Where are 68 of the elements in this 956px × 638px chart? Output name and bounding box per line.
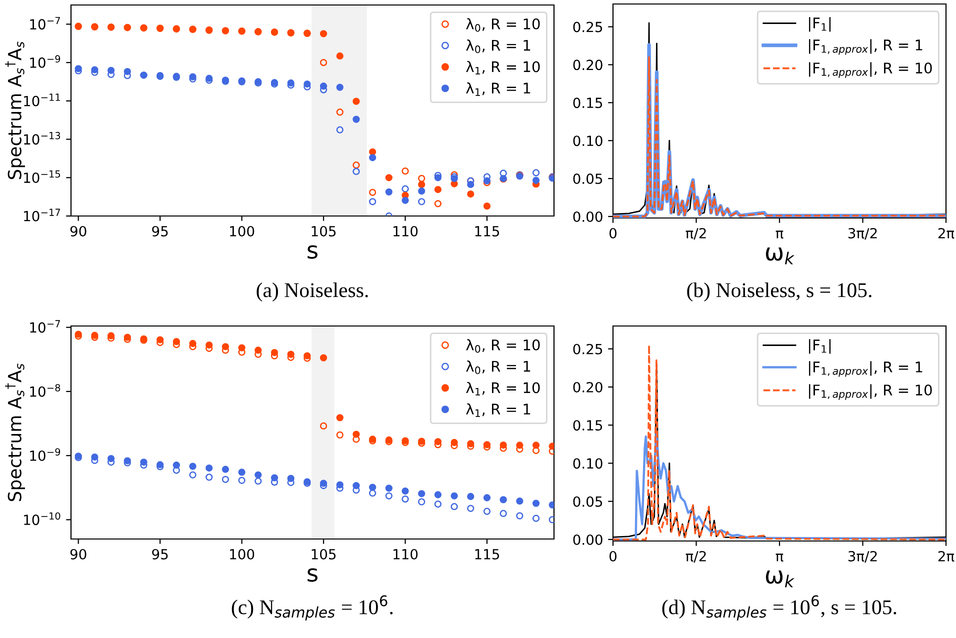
x-tick-label: π/2 (686, 550, 706, 563)
legend-label: λ$_{1}$, R = 10 (466, 382, 540, 396)
x-tick-label: 2π (938, 228, 954, 239)
legend-label: |F$_{1,approx}$|, R = 1 (809, 361, 922, 377)
y-axis-title: Spectrum A$_{s}$$^{†}$A$_{s}$ (5, 42, 25, 180)
x-tick-label: 90 (70, 548, 86, 560)
x-tick-label: π/2 (686, 228, 706, 240)
legend-label: λ$_{0}$, R = 10 (466, 339, 540, 353)
text: (c) N$_{samples}$ = 10$^{6}$. (232, 595, 393, 621)
x-tick-label: π (776, 554, 784, 562)
x-tick-label: 95 (152, 226, 168, 236)
text: (b) Noiseless, s = 105. (687, 282, 872, 302)
x-tick-label: 3π/2 (848, 550, 877, 563)
y-tick-label: 10$^{−9}$ (30, 448, 60, 461)
x-tick-label: π (776, 230, 784, 239)
legend-label: λ$_{0}$, R = 10 (466, 18, 540, 32)
x-tick-label: 115 (475, 226, 500, 236)
x-tick-label: 110 (394, 226, 418, 236)
y-tick-label: 0.05 (573, 496, 602, 507)
y-tick-label: 10$^{−13}$ (24, 132, 60, 145)
y-tick-label: 10$^{−15}$ (24, 170, 60, 184)
y-tick-label: 0.15 (573, 98, 602, 108)
y-tick-label: 10$^{−11}$ (24, 94, 60, 106)
y-tick-label: 10$^{−7}$ (30, 16, 60, 30)
legend-label: |F$_{1,approx}$|, R = 10 (809, 384, 932, 400)
legend-label: λ$_{0}$, R = 1 (466, 40, 530, 54)
legend-label: |F$_{1,approx}$|, R = 1 (809, 39, 922, 55)
y-tick-label: 0.15 (573, 420, 602, 431)
y-tick-label: 0.20 (573, 60, 602, 70)
legend-label: |F$_{1,approx}$|, R = 10 (809, 62, 932, 78)
legend-label: |F$_{1}$| (809, 339, 831, 354)
y-tick-label: 0.25 (573, 22, 602, 32)
y-tick-label: 0.00 (573, 534, 602, 545)
legend-label: |F$_{1}$| (809, 17, 831, 32)
legend-label: λ$_{1}$, R = 1 (466, 403, 530, 417)
y-tick-label: 0.05 (573, 174, 602, 184)
text: (a) Noiseless. (256, 282, 368, 302)
y-tick-label: 0.10 (573, 458, 602, 469)
y-tick-label: 10$^{−10}$ (24, 512, 60, 526)
text: (d) N$_{samples}$ = 10$^{6}$, s = 105. (662, 595, 896, 621)
x-axis-title: s (308, 245, 318, 259)
legend-label: λ$_{1}$, R = 1 (466, 82, 530, 96)
legend-label: λ$_{1}$, R = 10 (466, 60, 540, 74)
x-tick-label: 105 (312, 226, 336, 236)
y-tick-label: 10$^{−7}$ (30, 320, 60, 333)
x-tick-label: 115 (475, 549, 500, 560)
x-axis-title: s (308, 568, 318, 582)
x-axis-title: ω$_{k}$ (766, 570, 794, 588)
x-tick-label: 100 (230, 226, 254, 236)
y-tick-label: 10$^{−17}$ (24, 208, 60, 222)
y-tick-label: 0.10 (573, 136, 602, 146)
x-tick-label: 100 (230, 548, 254, 560)
x-tick-label: 2π (938, 550, 954, 562)
y-tick-label: 0.00 (573, 211, 602, 222)
legend-label: λ$_{0}$, R = 1 (466, 360, 530, 374)
x-tick-label: 90 (70, 226, 86, 236)
x-tick-label: 110 (394, 548, 418, 560)
y-tick-label: 0.25 (573, 344, 602, 354)
x-tick-label: 0 (609, 550, 616, 562)
y-tick-label: 10$^{−8}$ (30, 384, 60, 397)
x-tick-label: 3π/2 (848, 228, 877, 240)
y-axis-title: Spectrum A$_{s}$$^{†}$A$_{s}$ (5, 364, 25, 502)
x-tick-label: 95 (152, 548, 168, 560)
x-axis-title: ω$_{k}$ (766, 248, 794, 264)
x-tick-label: 0 (609, 228, 616, 238)
x-tick-label: 105 (312, 548, 336, 560)
y-tick-label: 10$^{−9}$ (30, 55, 60, 68)
y-tick-label: 0.20 (573, 382, 602, 392)
